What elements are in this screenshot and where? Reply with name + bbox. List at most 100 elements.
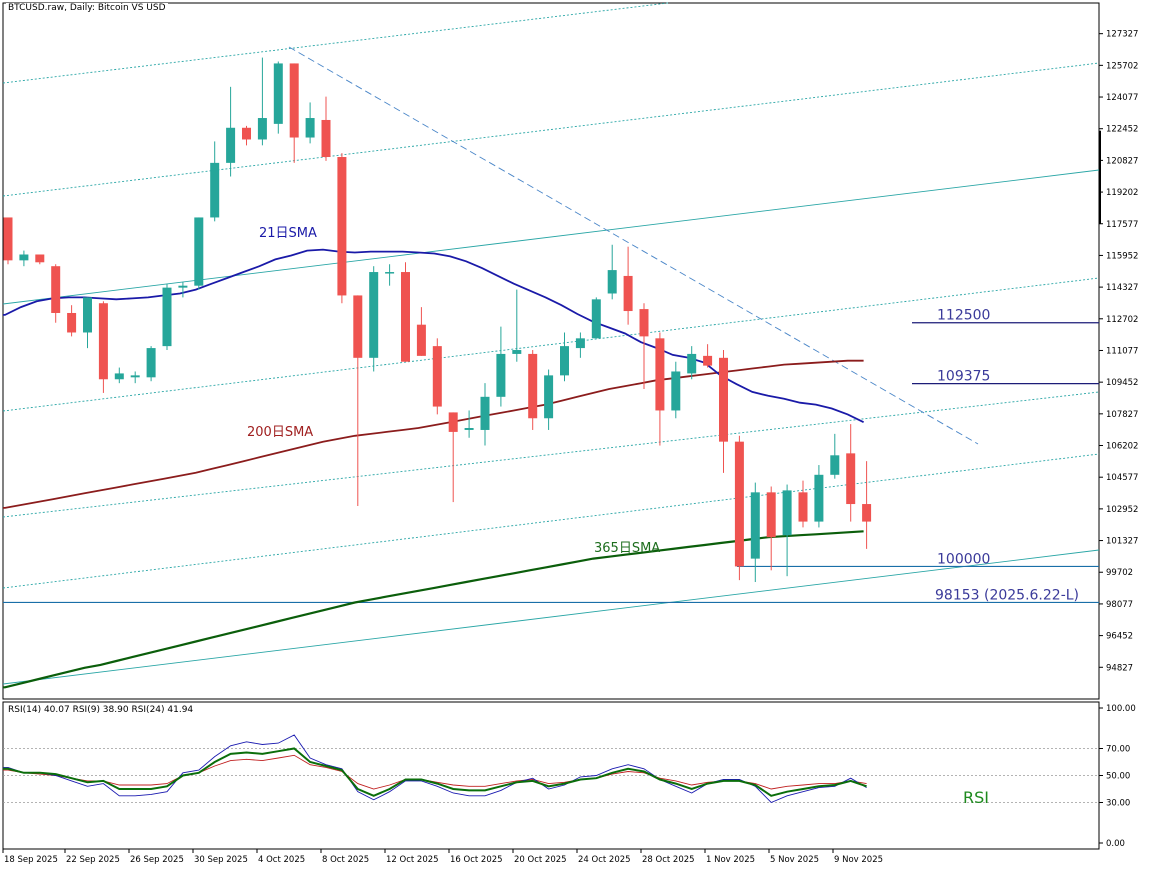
channel-line-solid	[2, 169, 1100, 305]
candle-body	[750, 492, 760, 559]
candle-body	[194, 217, 204, 286]
y-tick-label: 102952	[1106, 505, 1138, 515]
candle-body	[719, 357, 728, 442]
candle-body	[432, 346, 442, 407]
candle-body	[734, 441, 744, 567]
candle-body	[591, 299, 601, 339]
candle-body	[257, 118, 267, 140]
y-tick-label: 125702	[1106, 61, 1138, 71]
sma365-line	[3, 530, 864, 689]
level-label: 112500	[937, 308, 990, 324]
chart-title: BTCUSD.raw, Daily: Bitcoin VS USD	[6, 3, 168, 13]
y-tick-label: 124077	[1106, 93, 1138, 103]
candle-body	[242, 127, 251, 140]
candle-body	[226, 127, 236, 163]
candle-body	[210, 162, 220, 218]
sma21-line	[3, 248, 864, 424]
y-tick-label: 99702	[1106, 568, 1133, 578]
candle-body	[687, 353, 697, 374]
candle-body	[830, 455, 840, 475]
rsi-tick-label: 100.00	[1106, 704, 1136, 714]
x-tick-label: 12 Oct 2025	[386, 855, 439, 865]
candle-body	[130, 375, 140, 378]
sma200-label: 200日SMA	[247, 425, 313, 440]
y-tick-label: 114327	[1106, 283, 1138, 293]
candle-body	[814, 474, 824, 522]
candle-body	[480, 396, 490, 430]
candle-body	[369, 272, 379, 358]
x-tick-label: 30 Sep 2025	[194, 855, 248, 865]
candle-body	[544, 375, 554, 419]
y-tick-label: 111077	[1106, 346, 1138, 356]
candle-body	[178, 285, 188, 288]
support-trendline	[2, 549, 1100, 685]
x-tick-label: 5 Nov 2025	[770, 855, 819, 865]
rsi-header: RSI(14) 40.07 RSI(9) 38.90 RSI(24) 41.94	[6, 705, 196, 715]
rsi-tick-label: 50.00	[1106, 772, 1130, 782]
sma365-label: 365日SMA	[594, 541, 660, 556]
candle-body	[448, 412, 458, 432]
main-panel-frame	[2, 2, 1100, 700]
candle-body	[321, 119, 331, 158]
y-tick-label: 94827	[1106, 663, 1133, 673]
channel-line-dotted	[2, 62, 1100, 197]
candle-body	[83, 297, 92, 333]
x-tick-label: 9 Nov 2025	[834, 855, 883, 865]
x-tick-label: 18 Sep 2025	[4, 855, 58, 865]
x-tick-label: 4 Oct 2025	[258, 855, 305, 865]
candle-body	[464, 428, 474, 430]
candle-body	[385, 272, 395, 274]
level-label: 109375	[937, 369, 990, 385]
candle-body	[114, 373, 124, 380]
candle-body	[798, 492, 808, 522]
candle-body	[703, 355, 713, 366]
candle-body	[639, 309, 649, 337]
candle-body	[416, 324, 426, 356]
y-tick-label: 122452	[1106, 125, 1138, 135]
y-tick-label: 101327	[1106, 537, 1138, 547]
candle-body	[3, 217, 13, 261]
x-tick-label: 16 Oct 2025	[450, 855, 503, 865]
candle-body	[19, 254, 29, 261]
rsi-label: RSI	[963, 788, 989, 807]
y-tick-label: 127327	[1106, 30, 1138, 40]
candle-body	[862, 504, 872, 522]
x-tick-label: 20 Oct 2025	[514, 855, 567, 865]
y-tick-label: 96452	[1106, 632, 1133, 642]
level-label: 98153 (2025.6.22-L)	[935, 587, 1079, 603]
candle-body	[98, 303, 108, 380]
candle-body	[337, 157, 347, 296]
x-tick-label: 28 Oct 2025	[642, 855, 695, 865]
candle-body	[560, 346, 569, 376]
channel-line-dotted	[2, 277, 1100, 412]
y-tick-label: 112702	[1106, 315, 1138, 325]
candle-body	[671, 371, 681, 411]
candle-body	[496, 353, 506, 397]
candle-body	[51, 266, 61, 313]
level-label: 100000	[937, 551, 990, 567]
rsi-tick-label: 70.00	[1106, 745, 1130, 755]
candle-body	[766, 492, 776, 538]
y-tick-label: 119202	[1106, 188, 1138, 198]
channel-line-dotted	[2, 453, 1100, 589]
candle-body	[575, 338, 585, 349]
x-tick-label: 24 Oct 2025	[578, 855, 631, 865]
y-tick-label: 104577	[1106, 473, 1138, 483]
candle-body	[655, 338, 665, 411]
candle-body	[305, 118, 315, 138]
y-tick-label: 117577	[1106, 220, 1138, 230]
candle-body	[146, 348, 156, 378]
candle-body	[273, 63, 283, 124]
x-tick-label: 8 Oct 2025	[322, 855, 369, 865]
y-tick-label: 106202	[1106, 442, 1138, 452]
rsi9-line	[3, 734, 867, 804]
downtrend-line	[288, 46, 979, 445]
rsi-tick-label: 0.00	[1106, 839, 1125, 849]
y-tick-label: 98077	[1106, 600, 1133, 610]
candle-body	[512, 350, 522, 354]
candle-body	[528, 353, 538, 419]
y-tick-label: 120827	[1106, 156, 1138, 166]
x-tick-label: 1 Nov 2025	[706, 855, 755, 865]
